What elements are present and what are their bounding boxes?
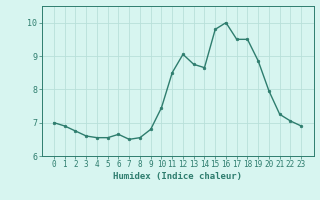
X-axis label: Humidex (Indice chaleur): Humidex (Indice chaleur) <box>113 172 242 181</box>
